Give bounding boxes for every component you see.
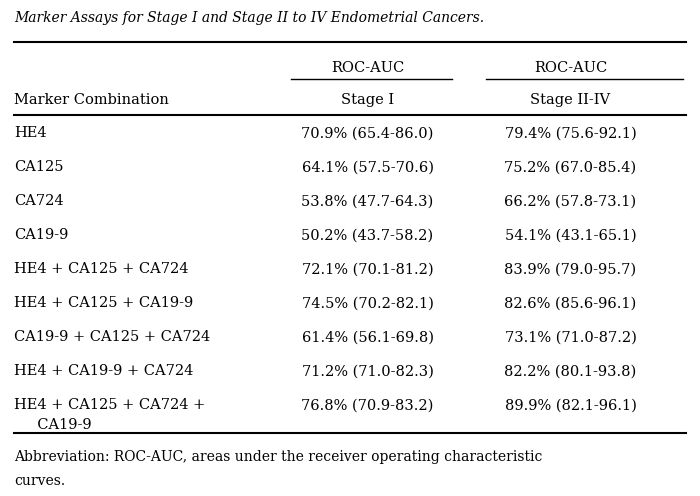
Text: 50.2% (43.7-58.2): 50.2% (43.7-58.2)	[302, 228, 433, 243]
Text: 75.2% (67.0-85.4): 75.2% (67.0-85.4)	[505, 161, 636, 175]
Text: 66.2% (57.8-73.1): 66.2% (57.8-73.1)	[505, 194, 636, 208]
Text: CA125: CA125	[14, 161, 64, 175]
Text: HE4: HE4	[14, 126, 47, 140]
Text: CA724: CA724	[14, 194, 64, 208]
Text: 76.8% (70.9-83.2): 76.8% (70.9-83.2)	[301, 398, 434, 412]
Text: 89.9% (82.1-96.1): 89.9% (82.1-96.1)	[505, 398, 636, 412]
Text: Stage I: Stage I	[341, 93, 394, 107]
Text: 83.9% (79.0-95.7): 83.9% (79.0-95.7)	[505, 262, 636, 276]
Text: 71.2% (71.0-82.3): 71.2% (71.0-82.3)	[302, 364, 433, 378]
Text: 73.1% (71.0-87.2): 73.1% (71.0-87.2)	[505, 330, 636, 344]
Text: 61.4% (56.1-69.8): 61.4% (56.1-69.8)	[302, 330, 433, 344]
Text: Marker Combination: Marker Combination	[14, 93, 169, 107]
Text: 79.4% (75.6-92.1): 79.4% (75.6-92.1)	[505, 126, 636, 140]
Text: ROC-AUC: ROC-AUC	[331, 61, 404, 74]
Text: Marker Assays for Stage I and Stage II to IV Endometrial Cancers.: Marker Assays for Stage I and Stage II t…	[14, 11, 484, 25]
Text: HE4 + CA19-9 + CA724: HE4 + CA19-9 + CA724	[14, 364, 193, 378]
Text: 74.5% (70.2-82.1): 74.5% (70.2-82.1)	[302, 297, 433, 310]
Text: HE4 + CA125 + CA724: HE4 + CA125 + CA724	[14, 262, 188, 276]
Text: HE4 + CA125 + CA19-9: HE4 + CA125 + CA19-9	[14, 297, 193, 310]
Text: Stage II-IV: Stage II-IV	[531, 93, 610, 107]
Text: 54.1% (43.1-65.1): 54.1% (43.1-65.1)	[505, 228, 636, 243]
Text: CA19-9: CA19-9	[14, 228, 69, 243]
Text: 72.1% (70.1-81.2): 72.1% (70.1-81.2)	[302, 262, 433, 276]
Text: Abbreviation: ROC-AUC, areas under the receiver operating characteristic: Abbreviation: ROC-AUC, areas under the r…	[14, 450, 542, 464]
Text: 64.1% (57.5-70.6): 64.1% (57.5-70.6)	[302, 161, 433, 175]
Text: 82.2% (80.1-93.8): 82.2% (80.1-93.8)	[505, 364, 636, 378]
Text: HE4 + CA125 + CA724 +: HE4 + CA125 + CA724 +	[14, 398, 205, 412]
Text: 53.8% (47.7-64.3): 53.8% (47.7-64.3)	[302, 194, 433, 208]
Text: CA19-9 + CA125 + CA724: CA19-9 + CA125 + CA724	[14, 330, 210, 344]
Text: CA19-9: CA19-9	[28, 418, 92, 432]
Text: curves.: curves.	[14, 474, 65, 488]
Text: ROC-AUC: ROC-AUC	[534, 61, 607, 74]
Text: 70.9% (65.4-86.0): 70.9% (65.4-86.0)	[301, 126, 434, 140]
Text: 82.6% (85.6-96.1): 82.6% (85.6-96.1)	[505, 297, 636, 310]
